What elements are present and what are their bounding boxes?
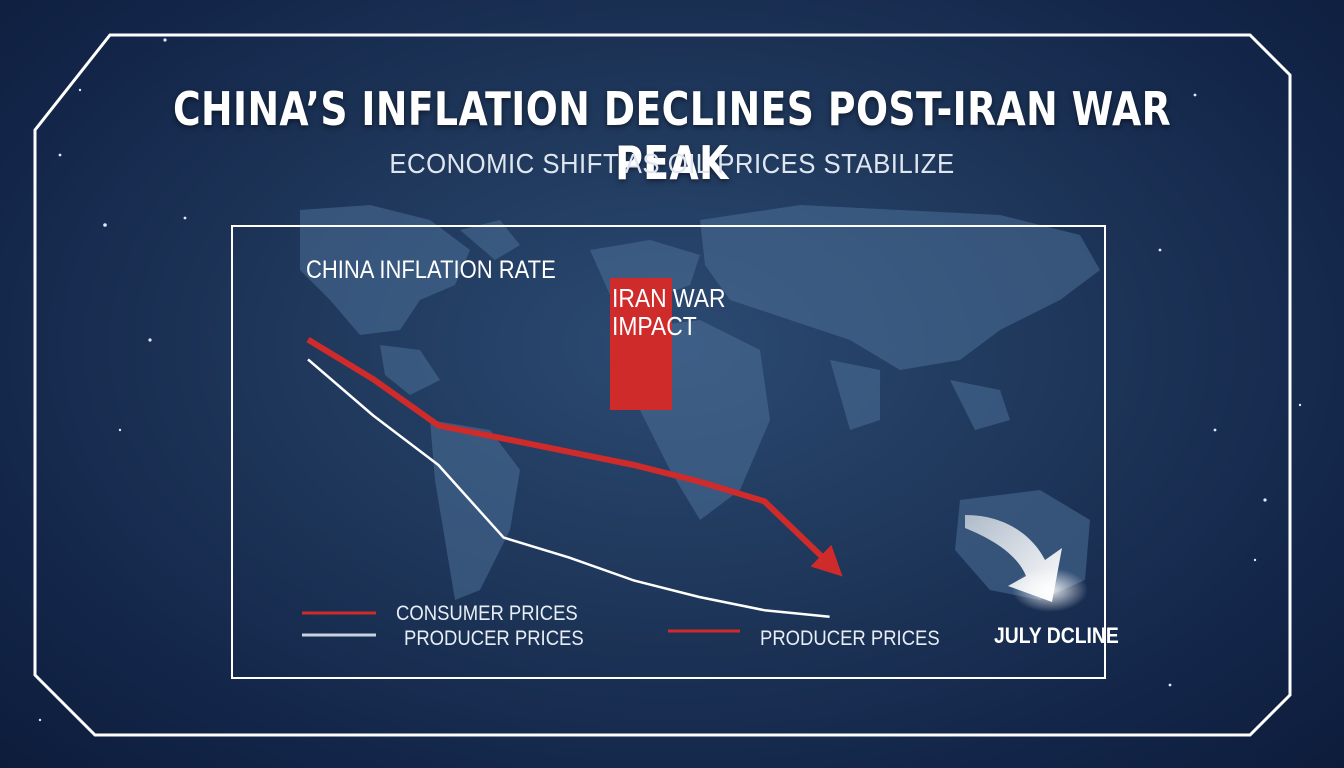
iran-war-impact-highlight <box>610 278 672 410</box>
chart-title: CHINA INFLATION RATE <box>306 256 556 284</box>
legend-label-consumer: CONSUMER PRICES <box>396 602 578 625</box>
world-map-background <box>300 205 1100 600</box>
consumer-prices-arrowhead <box>810 544 843 577</box>
page-subtitle: ECONOMIC SHIFT AS OIL PRICES STABILIZE <box>389 148 955 179</box>
star-particles <box>38 38 1302 722</box>
annotation-iran-war-impact: IRAN WAR IMPACT <box>612 283 726 341</box>
chart-points <box>307 339 830 617</box>
legend-label-producer-2: PRODUCER PRICES <box>760 627 940 650</box>
page-title: CHINA’S INFLATION DECLINES POST-IRAN WAR… <box>172 82 1172 190</box>
annotation-july-decline: JULY DCLINE <box>994 623 1119 648</box>
outer-frame <box>33 33 1292 737</box>
legend-label-producer: PRODUCER PRICES <box>404 627 584 650</box>
chart-frame <box>231 225 1106 679</box>
july-decline-arrow <box>965 515 1088 612</box>
